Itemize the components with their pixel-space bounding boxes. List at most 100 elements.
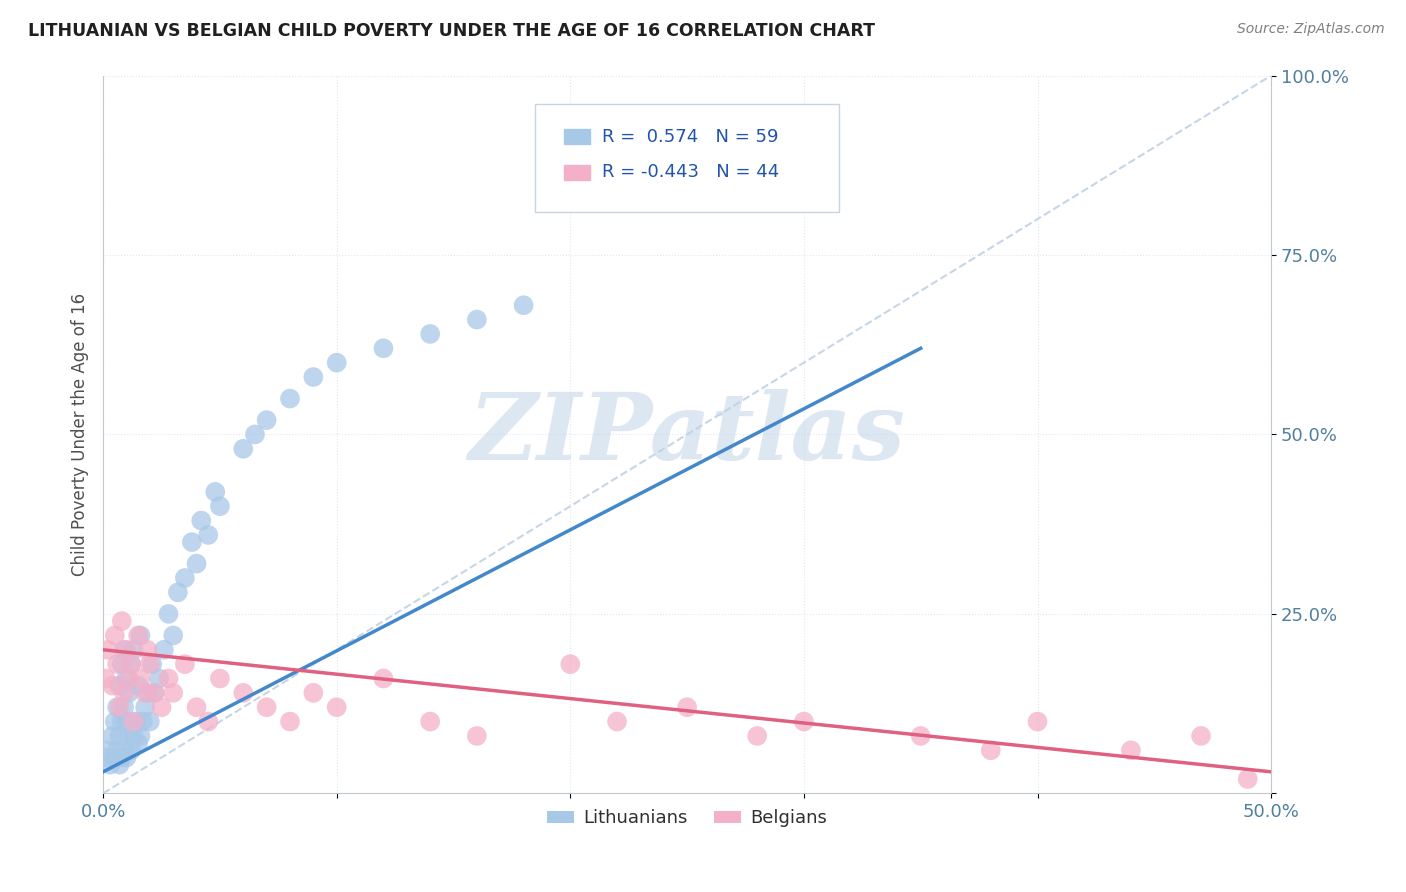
Point [122, 729, 145, 743]
Bar [564, 128, 591, 145]
Point [139, 657, 162, 672]
Point [108, 700, 131, 714]
Point [1026, 714, 1049, 729]
Legend: Lithuanians, Belgians: Lithuanians, Belgians [540, 802, 835, 835]
Point [980, 743, 1002, 757]
Point [122, 642, 145, 657]
Point [132, 714, 155, 729]
FancyBboxPatch shape [536, 104, 839, 212]
Point [112, 743, 135, 757]
Point [208, 500, 231, 514]
Point [162, 628, 184, 642]
Text: LITHUANIAN VS BELGIAN CHILD POVERTY UNDER THE AGE OF 16 CORRELATION CHART: LITHUANIAN VS BELGIAN CHILD POVERTY UNDE… [28, 22, 875, 40]
Point [162, 686, 184, 700]
Point [148, 672, 170, 686]
Point [465, 312, 488, 326]
Point [129, 672, 152, 686]
Point [676, 700, 699, 714]
Point [139, 714, 162, 729]
Point [419, 326, 441, 341]
Point [120, 743, 142, 757]
Point [94, 672, 117, 686]
Point [127, 628, 149, 642]
Point [125, 714, 148, 729]
Point [136, 686, 159, 700]
Text: R = -0.443   N = 44: R = -0.443 N = 44 [602, 163, 779, 181]
Point [98, 757, 121, 772]
Point [560, 657, 582, 672]
Point [101, 679, 124, 693]
Point [465, 729, 488, 743]
Point [111, 714, 134, 729]
Bar [564, 164, 591, 180]
Point [373, 672, 395, 686]
Point [197, 714, 219, 729]
Point [325, 356, 347, 370]
Point [104, 714, 127, 729]
Point [134, 686, 156, 700]
Point [180, 535, 202, 549]
Point [111, 750, 134, 764]
Point [112, 686, 135, 700]
Point [302, 686, 325, 700]
Point [129, 729, 152, 743]
Point [105, 700, 128, 714]
Point [204, 484, 226, 499]
Point [512, 298, 534, 312]
Point [111, 657, 134, 672]
Text: Source: ZipAtlas.com: Source: ZipAtlas.com [1237, 22, 1385, 37]
Point [190, 514, 212, 528]
Point [112, 700, 135, 714]
Point [150, 700, 173, 714]
Point [419, 714, 441, 729]
Point [104, 750, 127, 764]
Point [105, 657, 128, 672]
Point [1236, 772, 1258, 786]
Point [118, 686, 141, 700]
Point [101, 729, 124, 743]
Point [141, 657, 163, 672]
Point [278, 714, 301, 729]
Point [793, 714, 815, 729]
Point [173, 571, 195, 585]
Point [122, 714, 145, 729]
Point [136, 642, 159, 657]
Point [606, 714, 628, 729]
Point [118, 672, 141, 686]
Point [143, 686, 166, 700]
Point [115, 714, 138, 729]
Point [115, 750, 138, 764]
Point [1119, 743, 1142, 757]
Point [173, 657, 195, 672]
Point [1189, 729, 1212, 743]
Point [197, 528, 219, 542]
Point [129, 628, 152, 642]
Point [115, 642, 138, 657]
Point [167, 585, 190, 599]
Point [232, 442, 254, 456]
Point [112, 642, 135, 657]
Point [373, 341, 395, 355]
Point [118, 729, 141, 743]
Point [278, 392, 301, 406]
Point [105, 743, 128, 757]
Point [747, 729, 769, 743]
Point [157, 672, 180, 686]
Text: ZIPatlas: ZIPatlas [468, 390, 905, 479]
Point [94, 750, 117, 764]
Y-axis label: Child Poverty Under the Age of 16: Child Poverty Under the Age of 16 [72, 293, 89, 576]
Point [108, 729, 131, 743]
Point [127, 736, 149, 750]
Point [104, 628, 127, 642]
Point [243, 427, 266, 442]
Point [127, 679, 149, 693]
Point [111, 614, 134, 628]
Point [157, 607, 180, 621]
Point [120, 657, 142, 672]
Point [134, 700, 156, 714]
Point [325, 700, 347, 714]
Point [143, 686, 166, 700]
Point [153, 642, 176, 657]
Point [186, 557, 208, 571]
Point [186, 700, 208, 714]
